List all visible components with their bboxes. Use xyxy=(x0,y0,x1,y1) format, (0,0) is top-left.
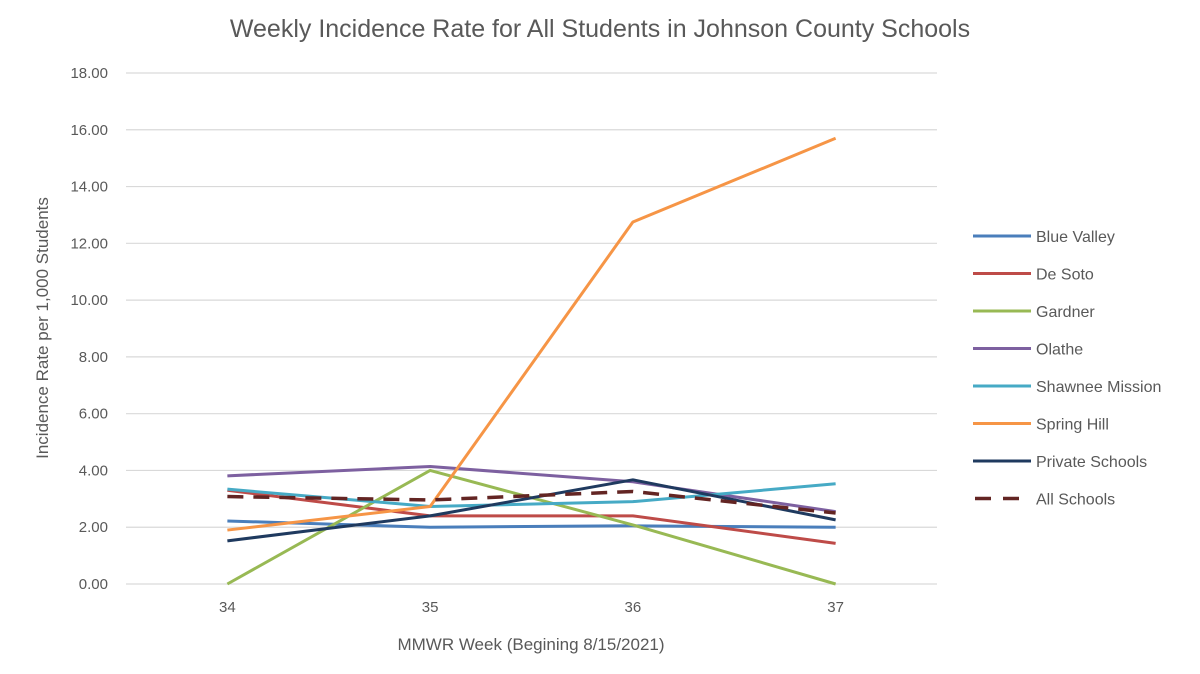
y-tick-label: 14.00 xyxy=(70,179,108,196)
legend: Blue Valley De Soto Gardner Olathe Shawnee M… xyxy=(973,229,1161,509)
x-axis-label: MMWR Week (Begining 8/15/2021) xyxy=(397,635,664,654)
y-tick-label: 12.00 xyxy=(70,235,108,252)
chart-title: Weekly Incidence Rate for All Students i… xyxy=(230,15,970,43)
y-tick-label: 6.00 xyxy=(79,406,108,423)
y-tick-label: 10.00 xyxy=(70,292,108,309)
legend-label-private-schools: Private Schools xyxy=(1036,454,1147,471)
x-tick-label: 37 xyxy=(827,599,844,616)
y-tick-label: 0.00 xyxy=(79,576,108,593)
series-line-shawnee-mission xyxy=(227,482,836,508)
series-line-all-schools xyxy=(227,489,836,515)
legend-label-gardner: Gardner xyxy=(1036,304,1095,321)
y-tick-label: 16.00 xyxy=(70,122,108,139)
series-line-spring-hill xyxy=(227,136,837,532)
y-axis-label: Incidence Rate per 1,000 Students xyxy=(33,197,52,459)
x-tick-labels: 34 35 36 37 xyxy=(219,599,844,616)
series-line-blue-valley xyxy=(227,519,836,529)
y-tick-label: 18.00 xyxy=(70,65,108,82)
legend-label-olathe: Olathe xyxy=(1036,342,1083,359)
x-tick-label: 35 xyxy=(422,599,439,616)
series-line-private-schools xyxy=(227,478,836,543)
legend-label-blue-valley: Blue Valley xyxy=(1036,229,1115,246)
series-lines xyxy=(226,136,837,586)
series-line-de-soto xyxy=(227,488,836,545)
series-line-olathe xyxy=(227,464,836,514)
legend-label-spring-hill: Spring Hill xyxy=(1036,417,1109,434)
y-tick-label: 8.00 xyxy=(79,349,108,366)
legend-label-shawnee-mission: Shawnee Mission xyxy=(1036,379,1161,396)
x-tick-label: 36 xyxy=(625,599,642,616)
y-tick-label: 4.00 xyxy=(79,462,108,479)
y-tick-label: 2.00 xyxy=(79,519,108,536)
x-tick-label: 34 xyxy=(219,599,236,616)
y-tick-labels: 0.00 2.00 4.00 6.00 8.00 10.00 12.00 14.00 16.00… xyxy=(70,65,108,593)
legend-label-all-schools: All Schools xyxy=(1036,492,1115,509)
legend-label-de-soto: De Soto xyxy=(1036,267,1094,284)
